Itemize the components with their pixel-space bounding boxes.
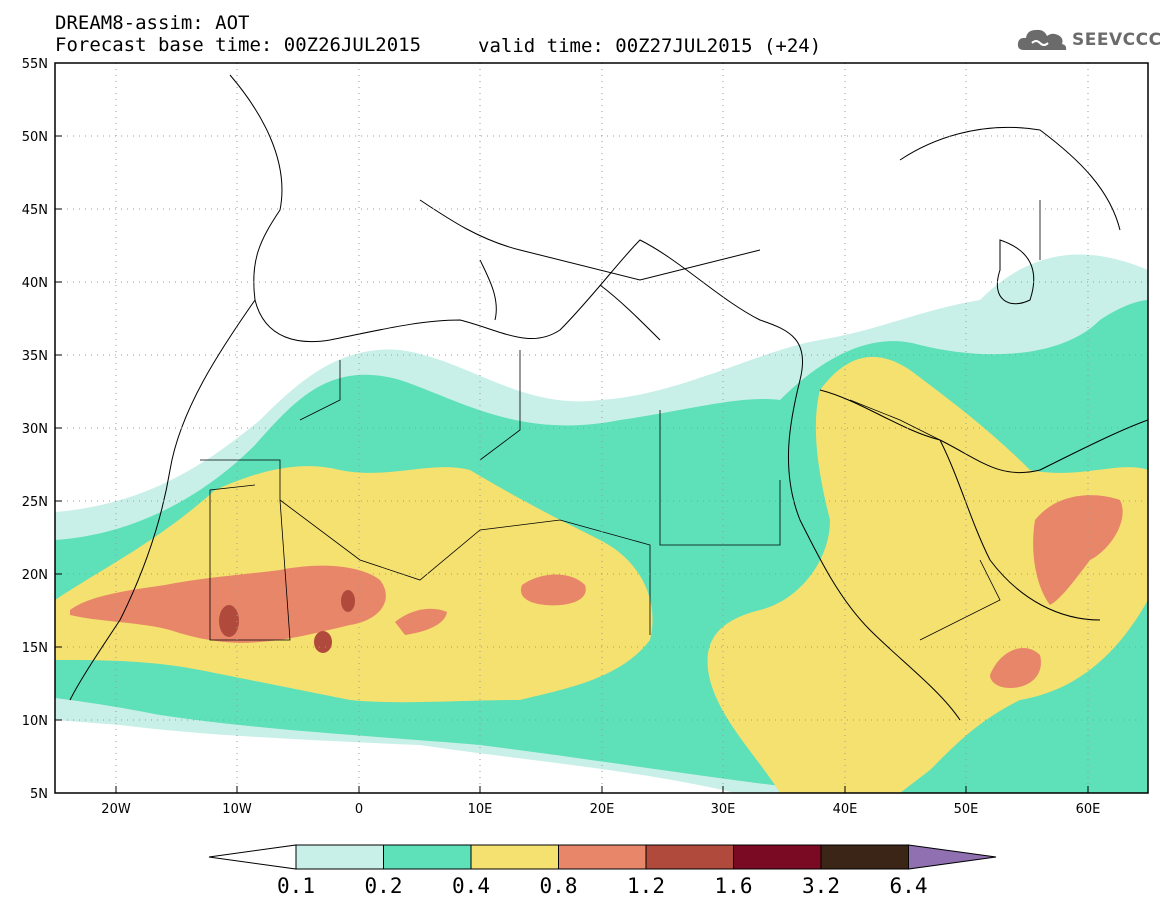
lat-label: 35N bbox=[22, 349, 48, 364]
lat-label: 10N bbox=[22, 714, 48, 729]
colorbar-label: 1.6 bbox=[714, 874, 753, 898]
colorbar-segment bbox=[820, 844, 909, 870]
aot-contours bbox=[55, 74, 1148, 793]
colorbar bbox=[208, 844, 997, 870]
colorbar-segment bbox=[295, 844, 384, 870]
lon-label: 20W bbox=[101, 802, 131, 817]
lat-label: 20N bbox=[22, 568, 48, 583]
axis-ticks bbox=[55, 62, 1089, 794]
lat-label: 15N bbox=[22, 641, 48, 656]
lon-label: 30E bbox=[711, 802, 736, 817]
logo-text: SEEVCCC bbox=[1072, 30, 1162, 50]
lat-label: 40N bbox=[22, 276, 48, 291]
lon-label: 10W bbox=[222, 802, 252, 817]
lat-label: 5N bbox=[30, 787, 48, 802]
colorbar-label: 0.1 bbox=[277, 874, 315, 898]
graticule bbox=[55, 63, 1148, 793]
colorbar-segment bbox=[383, 844, 472, 870]
seevccc-logo: SEEVCCC bbox=[1016, 26, 1162, 54]
coastlines bbox=[69, 74, 1148, 721]
lat-label: 50N bbox=[22, 130, 48, 145]
lat-label: 55N bbox=[22, 57, 48, 72]
aot-band-1.2-a bbox=[219, 605, 239, 637]
forecast-base-time: Forecast base time: 00Z26JUL2015 bbox=[55, 34, 422, 56]
cloud-icon bbox=[1017, 29, 1067, 50]
lat-label: 25N bbox=[22, 495, 48, 510]
lon-label: 0 bbox=[355, 802, 363, 817]
lon-label: 50E bbox=[954, 802, 979, 817]
colorbar-label: 1.2 bbox=[627, 874, 665, 898]
aot-band-0.8-e bbox=[990, 647, 1041, 688]
aot-band-1.2-b bbox=[341, 590, 355, 612]
lon-label: 10E bbox=[468, 802, 493, 817]
colorbar-label: 3.2 bbox=[802, 874, 840, 898]
aot-band-1.2-c bbox=[314, 631, 332, 653]
lon-label: 60E bbox=[1076, 802, 1101, 817]
colorbar-label: 0.4 bbox=[452, 874, 490, 898]
aot-band-0.8 bbox=[70, 565, 386, 643]
colorbar-segment bbox=[733, 844, 822, 870]
map-title: DREAM8-assim: AOT bbox=[55, 12, 250, 34]
aot-band-0.8-c bbox=[520, 574, 586, 606]
valid-time: valid time: 00Z27JUL2015 (+24) bbox=[478, 35, 822, 57]
aot-band-0.8-d bbox=[1033, 495, 1123, 605]
colorbar-label: 0.2 bbox=[364, 874, 403, 898]
lon-label: 40E bbox=[833, 802, 858, 817]
aot-band-0.4-east bbox=[707, 356, 1148, 793]
lat-label: 45N bbox=[22, 203, 48, 218]
colorbar-segment bbox=[558, 844, 647, 870]
latitude-labels: 55N 50N 45N 40N 35N 30N 25N 20N 15N 10N … bbox=[22, 57, 48, 802]
colorbar-label: 6.4 bbox=[889, 874, 928, 898]
colorbar-low-arrow bbox=[208, 844, 297, 870]
lat-label: 30N bbox=[22, 422, 48, 437]
aot-band-0.8-b bbox=[395, 608, 447, 635]
colorbar-segment bbox=[645, 844, 734, 870]
longitude-labels: 20W 10W 0 10E 20E 30E 40E 50E 60E bbox=[101, 802, 1100, 817]
country-borders bbox=[200, 200, 1041, 641]
colorbar-high-arrow bbox=[908, 844, 997, 870]
lon-label: 20E bbox=[590, 802, 615, 817]
colorbar-label: 0.8 bbox=[539, 874, 578, 898]
colorbar-segment bbox=[470, 844, 559, 870]
